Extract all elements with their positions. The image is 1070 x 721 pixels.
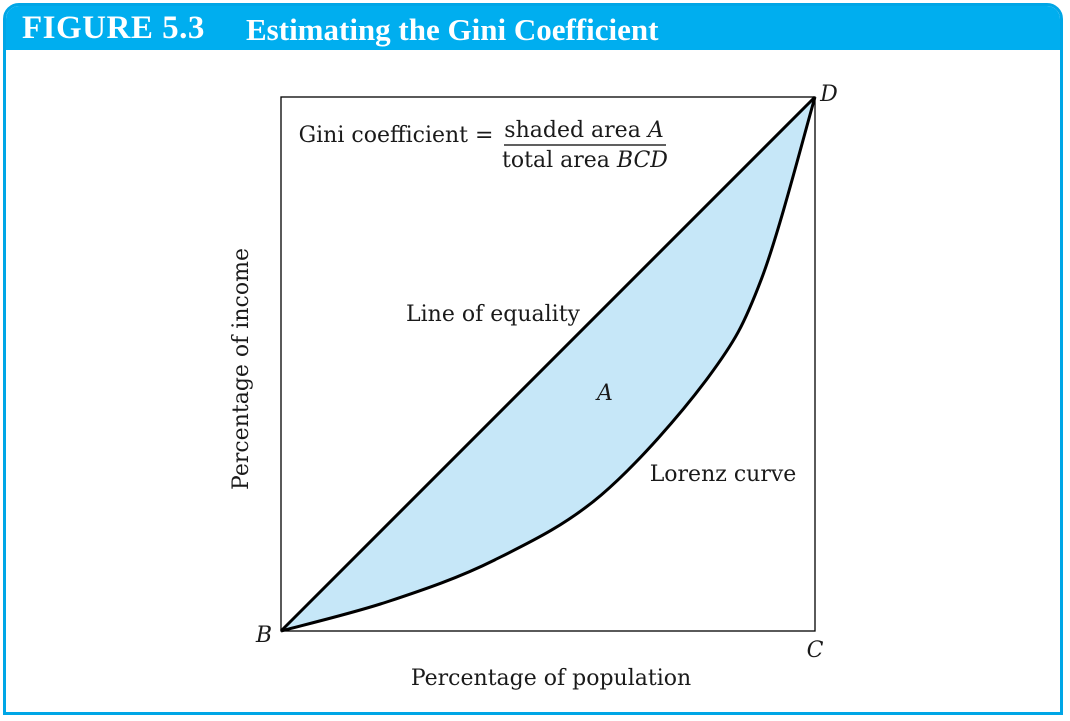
x-axis-label: Percentage of population	[411, 666, 691, 691]
formula-denominator: total area BCD	[502, 148, 668, 173]
line-of-equality	[279, 95, 817, 633]
lorenz-curve	[280, 96, 817, 633]
figure-title: Estimating the Gini Coefficient	[246, 12, 659, 47]
line-of-equality-label: Line of equality	[406, 302, 581, 327]
figure-header: FIGURE 5.3 Estimating the Gini Coefficie…	[6, 6, 1060, 50]
figure-number: FIGURE 5.3	[22, 10, 205, 46]
point-c-label: C	[807, 638, 824, 663]
point-d-label: D	[819, 82, 838, 107]
formula-numerator: shaded area A	[504, 118, 663, 143]
lorenz-curve-label: Lorenz curve	[650, 462, 797, 487]
area-a-label: A	[595, 381, 613, 406]
y-axis-label: Percentage of income	[229, 248, 254, 490]
formula-lhs: Gini coefficient =	[299, 123, 494, 148]
point-b-label: B	[255, 623, 272, 648]
plot-box	[280, 96, 816, 632]
figure-frame: FIGURE 5.3 Estimating the Gini Coefficie…	[3, 3, 1063, 715]
